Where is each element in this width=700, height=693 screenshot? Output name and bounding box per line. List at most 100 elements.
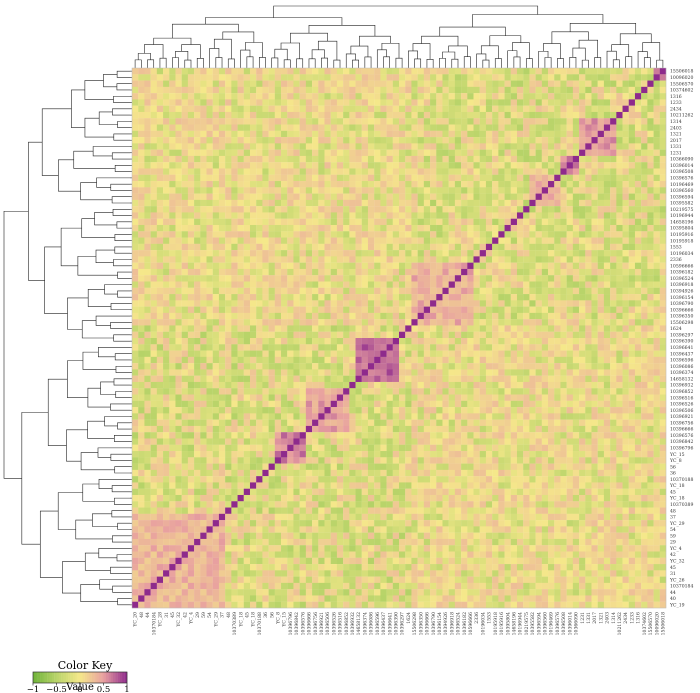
heatmap-cell — [579, 111, 586, 119]
dendrogram-branch — [100, 381, 116, 395]
heatmap-cell — [417, 193, 424, 201]
heatmap-cell — [622, 344, 629, 351]
heatmap-cell — [324, 118, 331, 125]
heatmap-cell — [405, 130, 412, 138]
heatmap-cell — [541, 319, 549, 326]
heatmap-cell — [423, 199, 431, 207]
heatmap-cell — [163, 294, 170, 301]
heatmap-cell — [461, 394, 468, 401]
heatmap-cell — [572, 105, 580, 113]
heatmap-cell — [299, 168, 307, 175]
heatmap-cell — [336, 256, 344, 263]
heatmap-cell — [548, 281, 555, 288]
heatmap-cell — [361, 231, 369, 238]
heatmap-cell — [560, 262, 567, 270]
heatmap-cell — [336, 381, 344, 389]
heatmap-cell — [653, 212, 660, 219]
heatmap-cell — [380, 363, 387, 370]
heatmap-cell — [597, 356, 605, 364]
heatmap-cell — [492, 130, 499, 138]
heatmap-cell — [430, 300, 437, 307]
heatmap-cell — [336, 325, 344, 332]
heatmap-cell — [175, 381, 182, 389]
heatmap-cell — [659, 168, 667, 175]
heatmap-cell — [231, 130, 238, 138]
heatmap-cell — [144, 80, 151, 87]
dendrogram-branch — [44, 246, 68, 314]
heatmap-cell — [312, 375, 319, 383]
heatmap-cell — [187, 99, 195, 106]
heatmap-cell — [473, 118, 480, 125]
heatmap-cell — [529, 268, 536, 276]
heatmap-cell — [479, 224, 487, 232]
heatmap-cell — [498, 187, 505, 194]
heatmap-cell — [268, 174, 275, 182]
heatmap-cell — [541, 312, 549, 320]
heatmap-cell — [591, 199, 598, 207]
heatmap-cell — [572, 250, 580, 257]
heatmap-cell — [361, 68, 369, 75]
heatmap-cell — [262, 118, 269, 125]
heatmap-cell — [312, 124, 319, 131]
heatmap-cell — [200, 155, 207, 163]
heatmap-cell — [616, 174, 623, 182]
heatmap-cell — [293, 363, 300, 370]
heatmap-cell — [572, 319, 580, 326]
heatmap-cell — [498, 344, 505, 351]
heatmap-cell — [423, 224, 431, 232]
heatmap-cell — [386, 319, 393, 326]
heatmap-cell — [268, 224, 275, 232]
heatmap-cell — [461, 275, 468, 282]
heatmap-cell — [461, 338, 468, 345]
heatmap-cell — [653, 287, 660, 295]
heatmap-cell — [634, 181, 642, 188]
heatmap-cell — [417, 312, 424, 320]
heatmap-cell — [181, 105, 189, 113]
dendrogram-branch — [116, 83, 130, 91]
heatmap-cell — [516, 162, 524, 169]
heatmap-cell — [485, 118, 493, 125]
heatmap-cell — [237, 237, 244, 244]
heatmap-cell — [380, 237, 387, 244]
heatmap-cell — [554, 93, 561, 100]
heatmap-cell — [541, 400, 549, 408]
dendrogram-branch — [117, 522, 130, 530]
heatmap-cell — [386, 206, 393, 213]
heatmap-cell — [597, 162, 605, 169]
heatmap-cell — [572, 99, 580, 106]
heatmap-cell — [336, 99, 344, 106]
heatmap-cell — [355, 124, 362, 131]
heatmap-cell — [554, 356, 561, 364]
heatmap-cell — [597, 111, 605, 119]
heatmap-cell — [423, 149, 431, 157]
heatmap-cell — [634, 275, 642, 282]
heatmap-cell — [430, 262, 437, 270]
heatmap-cell — [541, 181, 549, 188]
heatmap-cell — [392, 193, 400, 201]
heatmap-cell — [256, 338, 263, 345]
heatmap-cell — [231, 243, 238, 251]
heatmap-cell — [318, 149, 325, 157]
heatmap-cell — [516, 331, 524, 339]
heatmap-cell — [492, 338, 499, 345]
heatmap-cell — [305, 369, 313, 376]
heatmap-cell — [218, 300, 226, 307]
heatmap-cell — [268, 281, 275, 288]
heatmap-cell — [498, 74, 505, 81]
heatmap-cell — [467, 137, 474, 144]
heatmap-cell — [405, 218, 412, 226]
heatmap-cell — [585, 174, 592, 182]
heatmap-cell — [659, 111, 667, 119]
heatmap-cell — [243, 243, 251, 251]
heatmap-cell — [374, 281, 381, 288]
heatmap-cell — [529, 193, 536, 201]
heatmap-cell — [231, 93, 238, 100]
heatmap-cell — [218, 143, 226, 150]
heatmap-cell — [467, 199, 474, 207]
heatmap-cell — [194, 331, 201, 339]
heatmap-cell — [473, 155, 480, 163]
dendrogram-branch — [71, 89, 85, 128]
heatmap-cell — [405, 187, 412, 194]
heatmap-cell — [560, 124, 567, 131]
heatmap-cell — [163, 306, 170, 314]
